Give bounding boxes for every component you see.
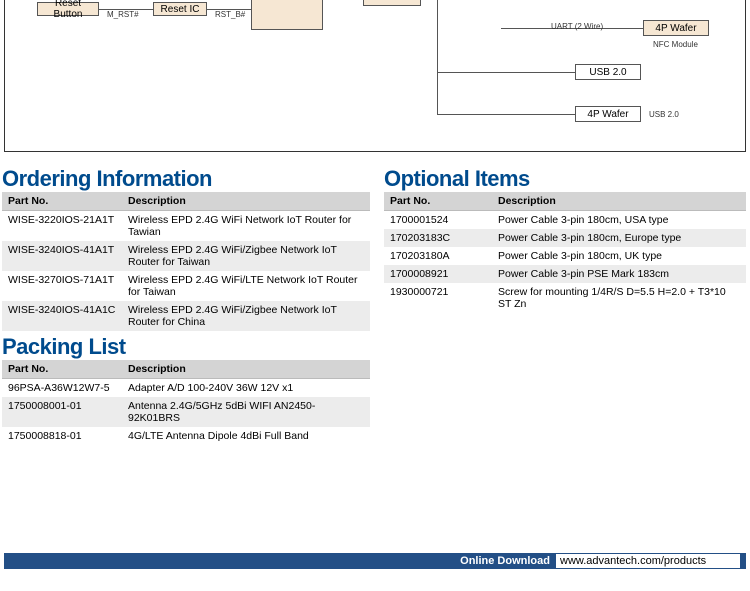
table-cell: WISE-3240IOS-41A1C xyxy=(2,301,122,331)
table-cell: Wireless EPD 2.4G WiFi Network IoT Route… xyxy=(122,211,370,242)
optional-table: Part No.Description1700001524Power Cable… xyxy=(384,192,746,313)
table-cell: Wireless EPD 2.4G WiFi/Zigbee Network Io… xyxy=(122,241,370,271)
packing-section: Packing List Part No.Description96PSA-A3… xyxy=(2,334,370,445)
column-header: Description xyxy=(492,192,746,211)
table-cell: Power Cable 3-pin 180cm, USA type xyxy=(492,211,746,230)
column-header: Part No. xyxy=(2,360,122,379)
table-cell: 170203180A xyxy=(384,247,492,265)
table-row: WISE-3270IOS-71A1TWireless EPD 2.4G WiFi… xyxy=(2,271,370,301)
table-cell: 1930000721 xyxy=(384,283,492,313)
table-row: 170203183CPower Cable 3-pin 180cm, Europ… xyxy=(384,229,746,247)
ordering-table: Part No.DescriptionWISE-3220IOS-21A1TWir… xyxy=(2,192,370,331)
online-download-url: www.advantech.com/products xyxy=(556,554,740,568)
line-to-wafer2 xyxy=(437,114,575,115)
table-cell: WISE-3270IOS-71A1T xyxy=(2,271,122,301)
ordering-heading: Ordering Information xyxy=(2,166,370,192)
usb20a-box: USB 2.0 xyxy=(575,64,641,80)
column-header: Description xyxy=(122,360,370,379)
column-header: Part No. xyxy=(384,192,492,211)
table-row: WISE-3220IOS-21A1TWireless EPD 2.4G WiFi… xyxy=(2,211,370,242)
table-cell: Power Cable 3-pin 180cm, UK type xyxy=(492,247,746,265)
usb20a-label: USB 2.0 xyxy=(589,67,626,78)
table-cell: Antenna 2.4G/5GHz 5dBi WIFI AN2450-92K01… xyxy=(122,397,370,427)
reset-button-label: Reset Button xyxy=(40,0,96,20)
table-row: 1930000721Screw for mounting 1/4R/S D=5.… xyxy=(384,283,746,313)
table-cell: 1700008921 xyxy=(384,265,492,283)
table-cell: 96PSA-A36W12W7-5 xyxy=(2,379,122,398)
column-header: Description xyxy=(122,192,370,211)
column-header: Part No. xyxy=(2,192,122,211)
usb20b-label: USB 2.0 xyxy=(649,110,679,119)
table-cell: Adapter A/D 100-240V 36W 12V x1 xyxy=(122,379,370,398)
table-cell: WISE-3240IOS-41A1T xyxy=(2,241,122,271)
m-rst-label: M_RST# xyxy=(107,10,139,19)
wafer1-box: 4P Wafer xyxy=(643,20,709,36)
table-row: WISE-3240IOS-41A1TWireless EPD 2.4G WiFi… xyxy=(2,241,370,271)
table-cell: 1750008818-01 xyxy=(2,427,122,445)
line-ric-blank xyxy=(207,9,251,10)
ordering-section: Ordering Information Part No.Description… xyxy=(2,166,370,331)
reset-ic-box: Reset IC xyxy=(153,2,207,16)
block-diagram: Reset Button M_RST# Reset IC RST_B# UART… xyxy=(4,0,746,152)
table-cell: 1750008001-01 xyxy=(2,397,122,427)
optional-section: Optional Items Part No.Description170000… xyxy=(384,166,746,313)
packing-heading: Packing List xyxy=(2,334,370,360)
line-rb-ric xyxy=(99,9,153,10)
table-cell: Power Cable 3-pin 180cm, Europe type xyxy=(492,229,746,247)
nfc-module-label: NFC Module xyxy=(653,40,698,49)
table-row: 96PSA-A36W12W7-5Adapter A/D 100-240V 36W… xyxy=(2,379,370,398)
packing-table: Part No.Description96PSA-A36W12W7-5Adapt… xyxy=(2,360,370,445)
table-cell: Power Cable 3-pin PSE Mark 183cm xyxy=(492,265,746,283)
blank-box xyxy=(251,0,323,30)
wafer1-label: 4P Wafer xyxy=(655,23,696,34)
table-cell: 170203183C xyxy=(384,229,492,247)
wafer2-box: 4P Wafer xyxy=(575,106,641,122)
table-cell: 1700001524 xyxy=(384,211,492,230)
table-row: 1750008818-014G/LTE Antenna Dipole 4dBi … xyxy=(2,427,370,445)
uart-label: UART (2 Wire) xyxy=(551,22,603,31)
table-cell: WISE-3220IOS-21A1T xyxy=(2,211,122,242)
table-row: 170203180APower Cable 3-pin 180cm, UK ty… xyxy=(384,247,746,265)
table-row: 1700001524Power Cable 3-pin 180cm, USA t… xyxy=(384,211,746,230)
vline-right xyxy=(437,0,438,114)
reset-ic-label: Reset IC xyxy=(161,4,200,15)
table-cell: 4G/LTE Antenna Dipole 4dBi Full Band xyxy=(122,427,370,445)
line-to-usb20a xyxy=(437,72,575,73)
table-row: 1750008001-01Antenna 2.4G/5GHz 5dBi WIFI… xyxy=(2,397,370,427)
reset-button-box: Reset Button xyxy=(37,2,99,16)
usb-hub-box xyxy=(363,0,421,6)
table-row: 1700008921Power Cable 3-pin PSE Mark 183… xyxy=(384,265,746,283)
page: Reset Button M_RST# Reset IC RST_B# UART… xyxy=(0,0,750,591)
table-cell: Wireless EPD 2.4G WiFi/LTE Network IoT R… xyxy=(122,271,370,301)
rst-b-label: RST_B# xyxy=(215,10,245,19)
table-cell: Wireless EPD 2.4G WiFi/Zigbee Network Io… xyxy=(122,301,370,331)
table-cell: Screw for mounting 1/4R/S D=5.5 H=2.0 + … xyxy=(492,283,746,313)
table-row: WISE-3240IOS-41A1CWireless EPD 2.4G WiFi… xyxy=(2,301,370,331)
footer-bar: Online Download www.advantech.com/produc… xyxy=(4,553,746,569)
wafer2-label: 4P Wafer xyxy=(587,109,628,120)
online-download-label: Online Download xyxy=(460,555,550,567)
optional-heading: Optional Items xyxy=(384,166,746,192)
